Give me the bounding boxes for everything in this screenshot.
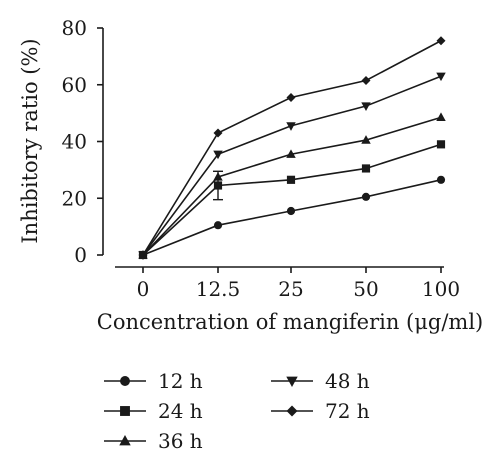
data-point [361, 75, 371, 86]
error-bars [213, 170, 223, 201]
x-tick-label: 50 [353, 277, 378, 301]
legend-label: 72 h [325, 399, 370, 423]
series-diamond [138, 36, 446, 260]
data-point [286, 206, 296, 216]
legend-marker [119, 435, 131, 446]
legend-item: 24 h [104, 399, 203, 423]
data-point [286, 149, 296, 158]
legend-marker [120, 406, 130, 416]
data-point [286, 175, 296, 184]
y-tick-label: 80 [62, 16, 87, 40]
y-tick-label: 60 [62, 73, 87, 97]
y-tick-label: 20 [62, 186, 87, 210]
series-line [142, 143, 442, 256]
series-line [142, 116, 442, 256]
series-triangle-up [138, 112, 446, 259]
data-point [213, 150, 223, 160]
legend: 12 h 24 h 36 h 48 h 72 h [104, 369, 370, 453]
y-ticks: 0 20 40 60 80 [62, 16, 103, 267]
data-point [361, 102, 371, 111]
legend-marker [286, 405, 298, 417]
data-point [361, 192, 371, 201]
legend-item: 36 h [104, 429, 203, 453]
data-point [436, 175, 446, 184]
data-point [138, 250, 148, 260]
y-axis-title: Inhibitory ratio (%) [18, 38, 42, 243]
y-tick-label: 0 [74, 243, 87, 267]
x-ticks: 0 12.5 25 50 100 [137, 267, 460, 301]
series-line [142, 75, 442, 256]
x-tick-label: 0 [137, 277, 150, 301]
legend-marker [286, 376, 298, 387]
legend-marker [120, 376, 130, 386]
series-layer [138, 36, 446, 260]
data-point [436, 36, 446, 46]
chart-axes [102, 28, 444, 268]
data-point [213, 128, 223, 138]
x-axis-title: Concentration of mangiferin (μg/ml) [97, 310, 484, 334]
data-point [286, 93, 296, 103]
y-tick-label: 40 [62, 130, 87, 154]
legend-label: 36 h [158, 429, 203, 453]
legend-item: 12 h [104, 369, 203, 393]
legend-item: 48 h [271, 369, 370, 393]
data-point [436, 112, 446, 122]
series-line [142, 179, 442, 256]
data-point [361, 164, 371, 173]
data-point [436, 72, 446, 82]
legend-label: 48 h [325, 369, 370, 393]
legend-label: 24 h [158, 399, 203, 423]
x-tick-label: 100 [422, 277, 460, 301]
data-point [213, 221, 223, 230]
series-line [142, 40, 442, 256]
data-point [361, 135, 371, 144]
legend-item: 72 h [271, 399, 370, 423]
x-tick-label: 25 [278, 277, 303, 301]
data-point [286, 122, 296, 131]
x-tick-label: 12.5 [196, 277, 241, 301]
data-point [436, 140, 446, 149]
legend-label: 12 h [158, 369, 203, 393]
